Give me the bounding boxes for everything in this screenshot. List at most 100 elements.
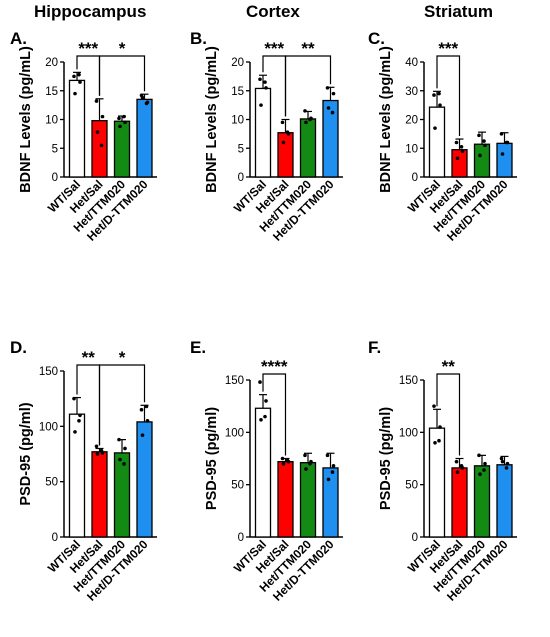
data-point — [263, 414, 267, 419]
significance-label: ** — [82, 348, 96, 367]
significance-label: *** — [438, 39, 458, 58]
data-point — [263, 80, 267, 84]
y-tick-label: 100 — [39, 421, 58, 433]
data-point — [285, 458, 290, 463]
data-point — [95, 452, 100, 456]
y-tick-label: 10 — [405, 143, 418, 155]
data-point — [438, 425, 442, 429]
data-point — [432, 93, 436, 97]
data-point — [77, 419, 81, 423]
bar-het-d-ttm020 — [496, 142, 513, 178]
significance-label: ** — [442, 357, 456, 376]
data-point — [304, 120, 308, 125]
data-point — [118, 457, 122, 462]
data-point — [94, 444, 99, 449]
data-point — [460, 149, 465, 153]
panel-label: E. — [190, 338, 206, 357]
data-point — [483, 143, 487, 148]
data-point — [258, 77, 262, 82]
data-point — [122, 462, 126, 466]
data-point — [459, 464, 464, 468]
y-tick-label: 30 — [405, 86, 418, 98]
data-point — [94, 99, 99, 103]
y-axis-label: BDNF Levels (pg/mL) — [204, 46, 220, 193]
panel-label: B. — [190, 29, 207, 48]
significance-bracket — [436, 373, 461, 456]
header-striatum: Striatum — [424, 2, 493, 21]
significance-label: *** — [264, 39, 284, 58]
data-point — [73, 91, 77, 96]
bar-het-ttm020 — [299, 462, 317, 538]
significance-label: *** — [78, 39, 98, 58]
y-tick-label: 15 — [231, 86, 244, 98]
bar-het-ttm020 — [473, 143, 491, 178]
data-point — [72, 74, 76, 79]
bar-het-sal — [91, 120, 108, 178]
data-point — [437, 438, 441, 443]
data-point — [477, 133, 481, 138]
y-tick-label: 40 — [405, 57, 418, 69]
bar-het-d-ttm020 — [496, 464, 513, 538]
data-point — [95, 130, 100, 134]
y-tick-label: 0 — [52, 172, 58, 184]
data-point — [454, 459, 459, 464]
significance-bracket — [98, 55, 146, 96]
data-point — [325, 453, 330, 458]
data-point — [259, 417, 263, 422]
panel-label: D. — [10, 338, 27, 357]
data-point — [499, 456, 504, 461]
bar-het-d-ttm020 — [322, 99, 339, 178]
y-axis-label: BDNF Levels (pg/mL) — [378, 46, 394, 193]
data-point — [78, 413, 82, 418]
y-tick-label: 0 — [238, 172, 244, 184]
y-tick-label: 100 — [225, 427, 244, 439]
data-point — [454, 140, 459, 145]
data-point — [99, 448, 104, 453]
bar-wt-sal — [428, 106, 446, 178]
data-point — [438, 103, 442, 107]
data-point — [285, 130, 290, 134]
data-point — [303, 109, 307, 113]
significance-bracket — [436, 55, 461, 137]
data-point — [123, 120, 127, 125]
data-point — [504, 140, 509, 145]
data-point — [459, 145, 464, 149]
significance-bracket — [262, 373, 287, 456]
y-tick-label: 50 — [231, 480, 244, 492]
data-point — [140, 95, 145, 100]
bar-wt-sal — [254, 87, 272, 178]
bar-wt-sal — [68, 413, 86, 538]
data-point — [478, 153, 482, 158]
data-point — [308, 461, 312, 466]
data-point — [505, 461, 510, 466]
data-point — [122, 114, 126, 119]
data-point — [73, 430, 77, 434]
data-point — [432, 404, 436, 408]
data-point — [478, 472, 482, 477]
data-point — [500, 459, 505, 464]
data-point — [145, 419, 150, 423]
significance-label: * — [119, 39, 126, 58]
data-point — [325, 86, 330, 90]
data-point — [280, 120, 285, 125]
data-point — [477, 453, 481, 458]
data-point — [330, 470, 335, 474]
bar-het-ttm020 — [299, 118, 317, 178]
y-tick-label: 150 — [225, 375, 244, 387]
data-point — [117, 437, 121, 442]
bar-wt-sal — [428, 427, 446, 538]
data-point — [499, 132, 504, 136]
y-tick-label: 15 — [45, 86, 58, 98]
y-tick-label: 50 — [405, 480, 418, 492]
bar-het-ttm020 — [113, 452, 131, 538]
chart-panel-f: F.PSD-95 (pg/ml)050100150WT/SalHet/SalHe… — [368, 338, 517, 604]
y-axis-label: PSD-95 (pg/ml) — [204, 407, 220, 510]
data-point — [331, 91, 336, 96]
bar-het-sal — [91, 451, 108, 538]
data-point — [437, 91, 441, 96]
data-point — [259, 103, 263, 107]
chart-panel-e: E.PSD-95 (pg/ml)050100150WT/SalHet/SalHe… — [190, 338, 343, 604]
chart-panel-b: B.BDNF Levels (pg/mL) 05101520WT/SalHet/S… — [190, 29, 343, 244]
panel-label: C. — [368, 29, 385, 48]
